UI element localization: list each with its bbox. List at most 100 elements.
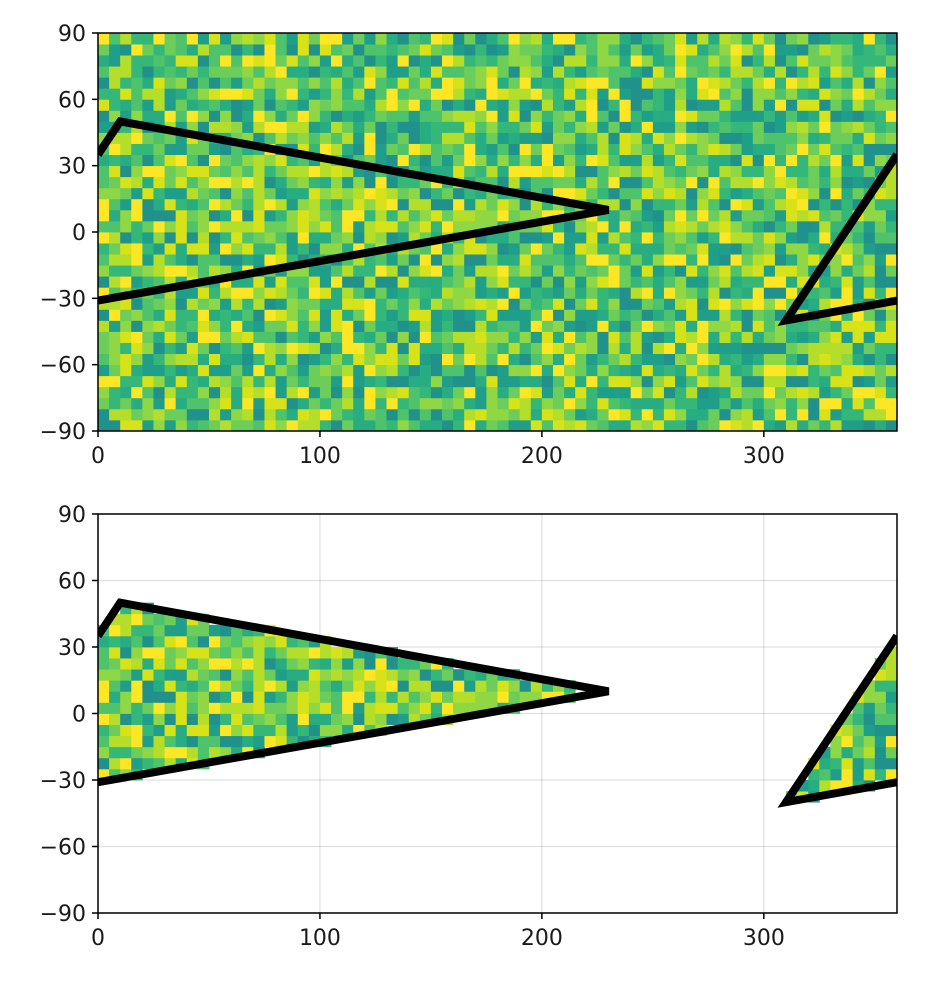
heatmap-cell — [308, 276, 321, 288]
heatmap-cell — [564, 298, 576, 310]
y-tick-label: −90 — [40, 420, 86, 445]
heatmap-cell — [408, 254, 421, 266]
heatmap-cell — [153, 44, 165, 56]
heatmap-cell — [264, 55, 276, 67]
heatmap-cell — [541, 386, 554, 399]
heatmap-cell — [175, 702, 188, 714]
heatmap-cell — [197, 669, 210, 681]
heatmap-cell — [353, 232, 365, 244]
heatmap-cell — [885, 658, 897, 670]
heatmap-cell — [708, 198, 720, 211]
heatmap-cell — [641, 198, 654, 211]
heatmap-cell — [286, 309, 299, 321]
heatmap-cell — [697, 143, 709, 156]
heatmap-cell — [153, 143, 165, 156]
heatmap-cell — [663, 88, 676, 100]
heatmap-cell — [841, 198, 854, 211]
heatmap-cell — [808, 243, 820, 255]
heatmap-cell — [575, 44, 587, 56]
heatmap-cell — [286, 198, 299, 211]
heatmap-cell — [220, 265, 232, 277]
heatmap-cell — [719, 154, 731, 167]
heatmap-cell — [675, 254, 687, 266]
heatmap-cell — [497, 397, 509, 410]
heatmap-cell — [220, 408, 232, 421]
heatmap-cell — [630, 265, 643, 277]
heatmap-cell — [375, 143, 387, 156]
heatmap-cell — [153, 309, 165, 321]
heatmap-cell — [419, 110, 432, 122]
heatmap-cell — [453, 187, 465, 200]
heatmap-cell — [730, 66, 743, 78]
x-tick-label: 300 — [743, 444, 785, 469]
heatmap-cell — [686, 364, 698, 377]
heatmap-cell — [464, 419, 476, 431]
heatmap-cell — [430, 342, 443, 355]
heatmap-cell — [608, 298, 620, 310]
heatmap-cell — [730, 364, 743, 377]
heatmap-cell — [208, 298, 221, 310]
heatmap-cell — [419, 713, 432, 725]
heatmap-cell — [486, 397, 498, 410]
heatmap-cell — [208, 375, 221, 388]
heatmap-cell — [353, 691, 365, 703]
heatmap-cell — [297, 187, 310, 200]
heatmap-cell — [830, 88, 842, 100]
y-tick-label: −90 — [40, 902, 86, 927]
heatmap-cell — [830, 408, 842, 421]
heatmap-cell — [475, 298, 487, 310]
heatmap-cell — [464, 44, 476, 56]
heatmap-cell — [819, 320, 831, 332]
heatmap-cell — [719, 331, 731, 343]
heatmap-cell — [586, 66, 598, 78]
heatmap-cell — [508, 66, 521, 78]
heatmap-cell — [142, 691, 154, 703]
heatmap-cell — [331, 132, 343, 144]
heatmap-cell — [852, 88, 865, 100]
heatmap-cell — [353, 77, 365, 89]
heatmap-cell — [608, 66, 620, 78]
heatmap-cell — [663, 33, 676, 45]
heatmap-cell — [397, 331, 410, 343]
heatmap-cell — [797, 364, 809, 377]
heatmap-cell — [442, 44, 454, 56]
heatmap-cell — [98, 353, 110, 366]
heatmap-cell — [464, 66, 476, 78]
heatmap-cell — [530, 77, 543, 89]
heatmap-cell — [552, 309, 565, 321]
x-tick-label: 200 — [521, 444, 563, 469]
heatmap-cell — [885, 198, 897, 211]
heatmap-cell — [419, 88, 432, 100]
heatmap-cell — [663, 132, 676, 144]
heatmap-cell — [231, 713, 243, 725]
heatmap-cell — [142, 364, 154, 377]
heatmap-cell — [364, 209, 376, 222]
heatmap-cell — [120, 55, 132, 67]
heatmap-cell — [730, 165, 743, 178]
heatmap-cell — [608, 198, 620, 211]
heatmap-cell — [408, 55, 421, 67]
heatmap-cell — [253, 735, 265, 748]
heatmap-cell — [730, 287, 743, 299]
heatmap-cell — [830, 735, 842, 748]
heatmap-cell — [220, 364, 232, 377]
heatmap-cell — [142, 187, 154, 200]
heatmap-cell — [442, 198, 454, 211]
heatmap-cell — [741, 364, 754, 377]
heatmap-cell — [608, 232, 620, 244]
heatmap-cell — [109, 680, 121, 692]
heatmap-cell — [797, 353, 809, 366]
heatmap-cell — [131, 143, 143, 156]
heatmap-cell — [175, 66, 188, 78]
heatmap-cell — [430, 419, 443, 431]
heatmap-cell — [697, 209, 709, 222]
heatmap-cell — [286, 121, 299, 133]
heatmap-cell — [652, 342, 665, 355]
heatmap-cell — [308, 232, 321, 244]
heatmap-cell — [408, 243, 421, 255]
heatmap-cell — [630, 187, 643, 200]
heatmap-cell — [319, 680, 332, 692]
heatmap-cell — [841, 342, 854, 355]
heatmap-cell — [342, 658, 354, 670]
heatmap-cell — [308, 121, 321, 133]
